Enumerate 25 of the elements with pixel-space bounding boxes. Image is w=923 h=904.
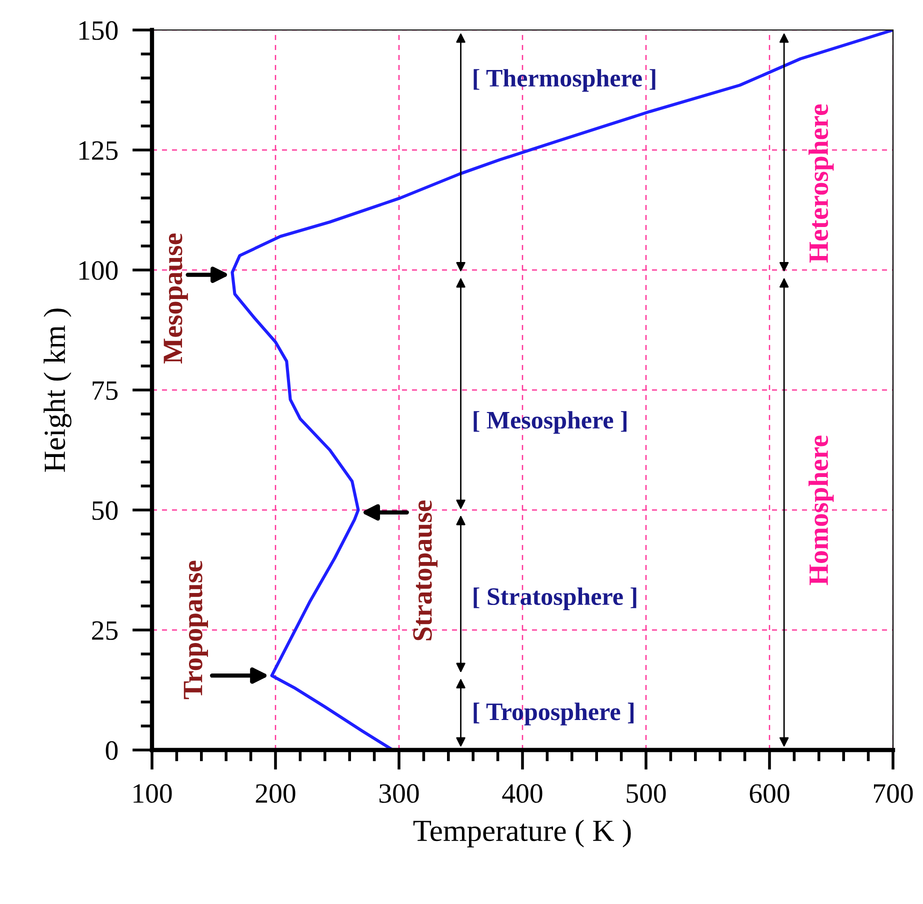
annotation: [ Thermosphere ]: [474, 69, 656, 92]
x-tick-label: 200: [256, 784, 296, 803]
x-tick-label: 700: [874, 784, 913, 803]
annotation: [ Troposphere ]: [474, 702, 634, 726]
y-tick-label: 150: [79, 21, 118, 40]
x-tick-label: 100: [134, 784, 172, 803]
x-tick-label: 300: [379, 784, 419, 803]
y-tick-label: 0: [106, 741, 118, 760]
annotation: [ Mesosphere ]: [474, 411, 626, 434]
annotation: Homosphere: [808, 436, 834, 586]
annotation: Tropopause: [184, 560, 208, 700]
x-tick-label: 400: [502, 784, 542, 803]
annotation: Stratopause: [413, 500, 438, 640]
x-tick-label: 600: [750, 784, 790, 803]
annotation: Mesopause: [164, 234, 188, 364]
y-axis-title: Height ( km ): [44, 308, 72, 472]
annotation: [ Stratosphere ]: [474, 587, 636, 610]
annotation: Heterosphere: [808, 104, 834, 263]
y-tick-label: 75: [92, 381, 118, 400]
y-tick-label: 25: [92, 621, 118, 640]
x-tick-label: 500: [626, 784, 666, 803]
x-axis-title: Temperature ( K ): [413, 820, 631, 848]
y-tick-label: 100: [79, 261, 118, 280]
y-tick-label: 125: [79, 141, 118, 160]
y-tick-label: 50: [92, 501, 118, 520]
